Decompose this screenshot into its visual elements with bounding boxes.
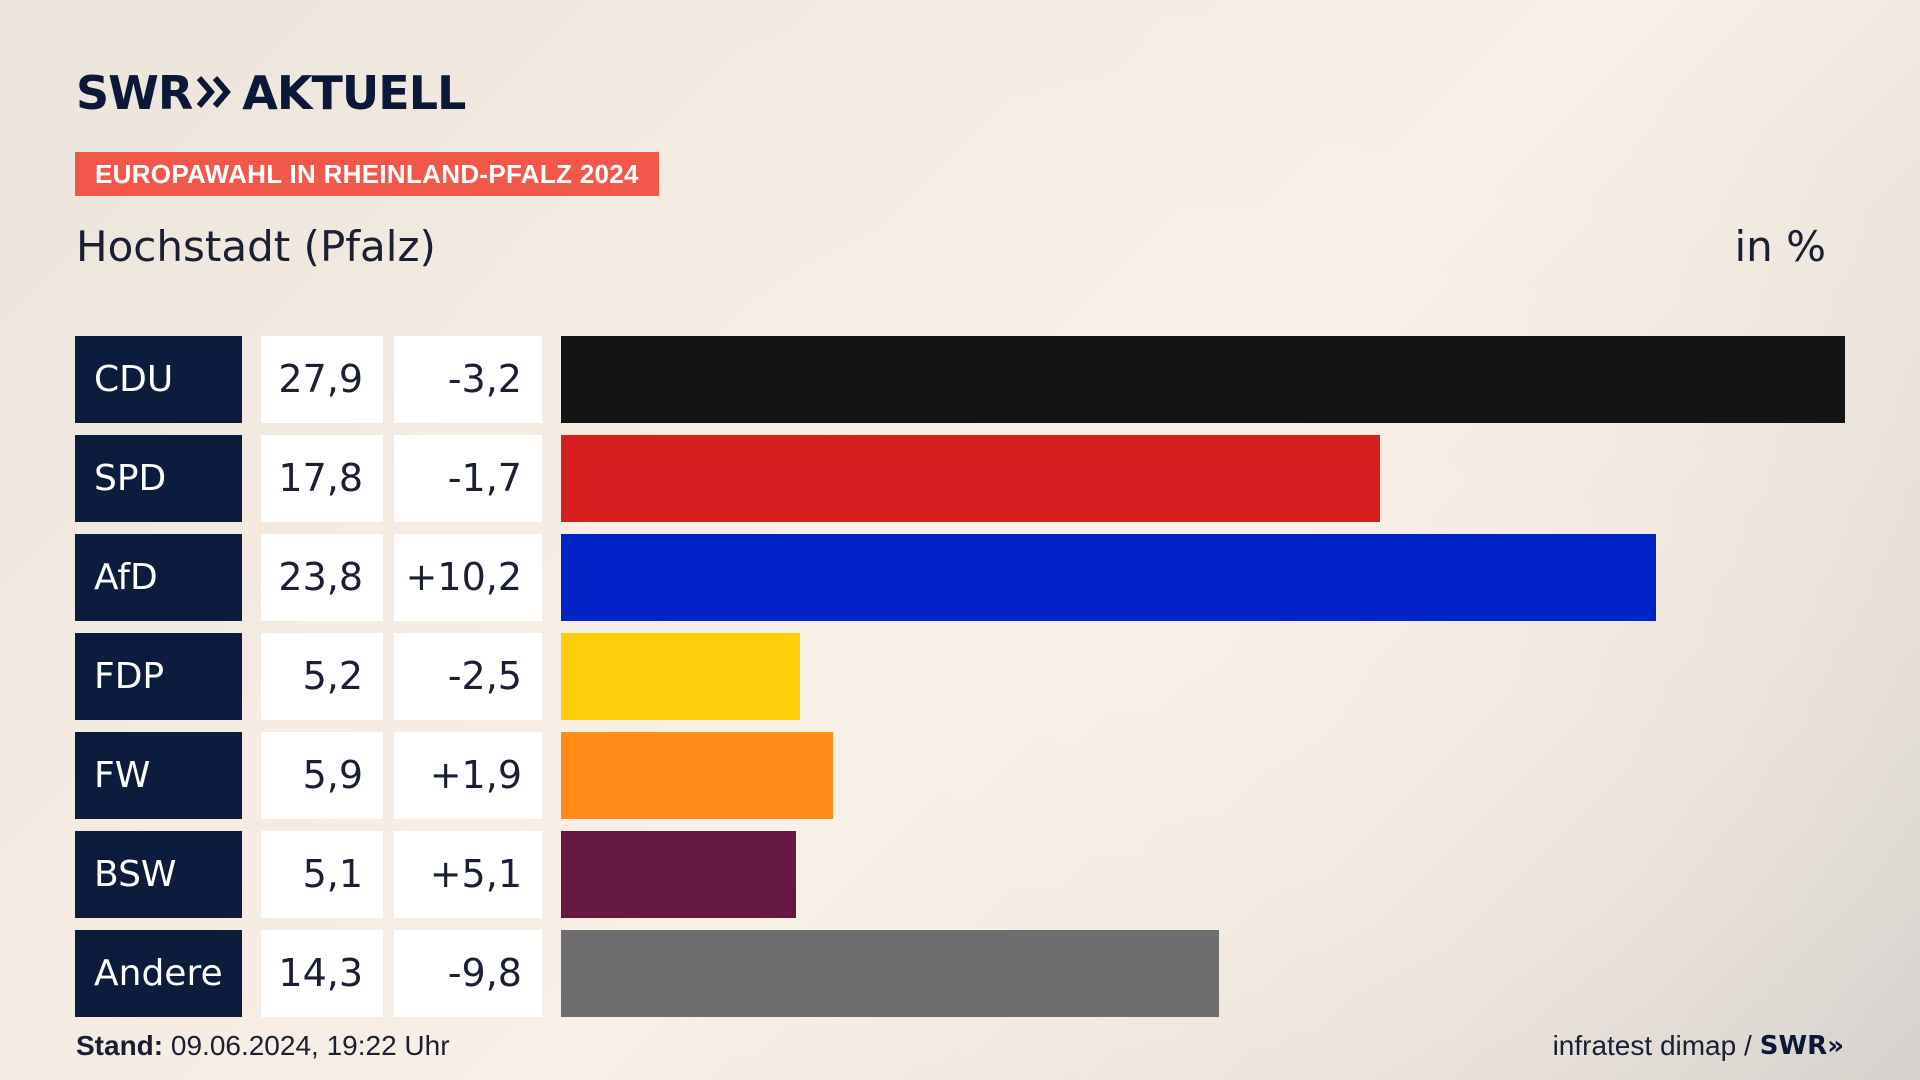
stand-label: Stand: xyxy=(76,1030,164,1061)
vote-share-label: 23,8 xyxy=(261,534,383,621)
result-row: FW 5,9 +1,9 xyxy=(75,732,1845,819)
result-row: BSW 5,1 +5,1 xyxy=(75,831,1845,918)
change-label: -2,5 xyxy=(394,633,542,720)
result-row: SPD 17,8 -1,7 xyxy=(75,435,1845,522)
swr-aktuell-logo: SWR AKTUELL xyxy=(76,66,466,120)
source-text: infratest dimap / xyxy=(1552,1030,1752,1061)
party-label: FW xyxy=(75,732,242,819)
party-label: SPD xyxy=(75,435,242,522)
bar xyxy=(561,336,1845,423)
party-label: BSW xyxy=(75,831,242,918)
change-label: +10,2 xyxy=(394,534,542,621)
source-credit: infratest dimap / SWR» xyxy=(1553,1030,1844,1062)
bar xyxy=(561,930,1219,1017)
bar xyxy=(561,435,1380,522)
chevron-right-icon xyxy=(196,66,234,120)
change-label: +5,1 xyxy=(394,831,542,918)
change-label: +1,9 xyxy=(394,732,542,819)
bar xyxy=(561,633,800,720)
bar xyxy=(561,534,1656,621)
party-label: CDU xyxy=(75,336,242,423)
result-row: Andere 14,3 -9,8 xyxy=(75,930,1845,1017)
timestamp: Stand: 09.06.2024, 19:22 Uhr xyxy=(76,1030,450,1062)
change-label: -1,7 xyxy=(394,435,542,522)
vote-share-label: 5,2 xyxy=(261,633,383,720)
vote-share-label: 5,1 xyxy=(261,831,383,918)
party-label: AfD xyxy=(75,534,242,621)
chart-title: Hochstadt (Pfalz) xyxy=(76,222,436,271)
unit-label: in % xyxy=(1734,222,1826,271)
party-label: FDP xyxy=(75,633,242,720)
result-row: AfD 23,8 +10,2 xyxy=(75,534,1845,621)
swr-small-logo: SWR» xyxy=(1759,1031,1844,1061)
election-badge: EUROPAWAHL IN RHEINLAND-PFALZ 2024 xyxy=(75,152,659,196)
party-label: Andere xyxy=(75,930,242,1017)
vote-share-label: 17,8 xyxy=(261,435,383,522)
change-label: -3,2 xyxy=(394,336,542,423)
logo-swr-text: SWR xyxy=(76,66,193,120)
bar xyxy=(561,831,796,918)
change-label: -9,8 xyxy=(394,930,542,1017)
bar xyxy=(561,732,833,819)
vote-share-label: 5,9 xyxy=(261,732,383,819)
vote-share-label: 27,9 xyxy=(261,336,383,423)
result-row: CDU 27,9 -3,2 xyxy=(75,336,1845,423)
logo-aktuell-text: AKTUELL xyxy=(242,66,466,120)
stand-value: 09.06.2024, 19:22 Uhr xyxy=(163,1030,450,1061)
result-row: FDP 5,2 -2,5 xyxy=(75,633,1845,720)
vote-share-label: 14,3 xyxy=(261,930,383,1017)
